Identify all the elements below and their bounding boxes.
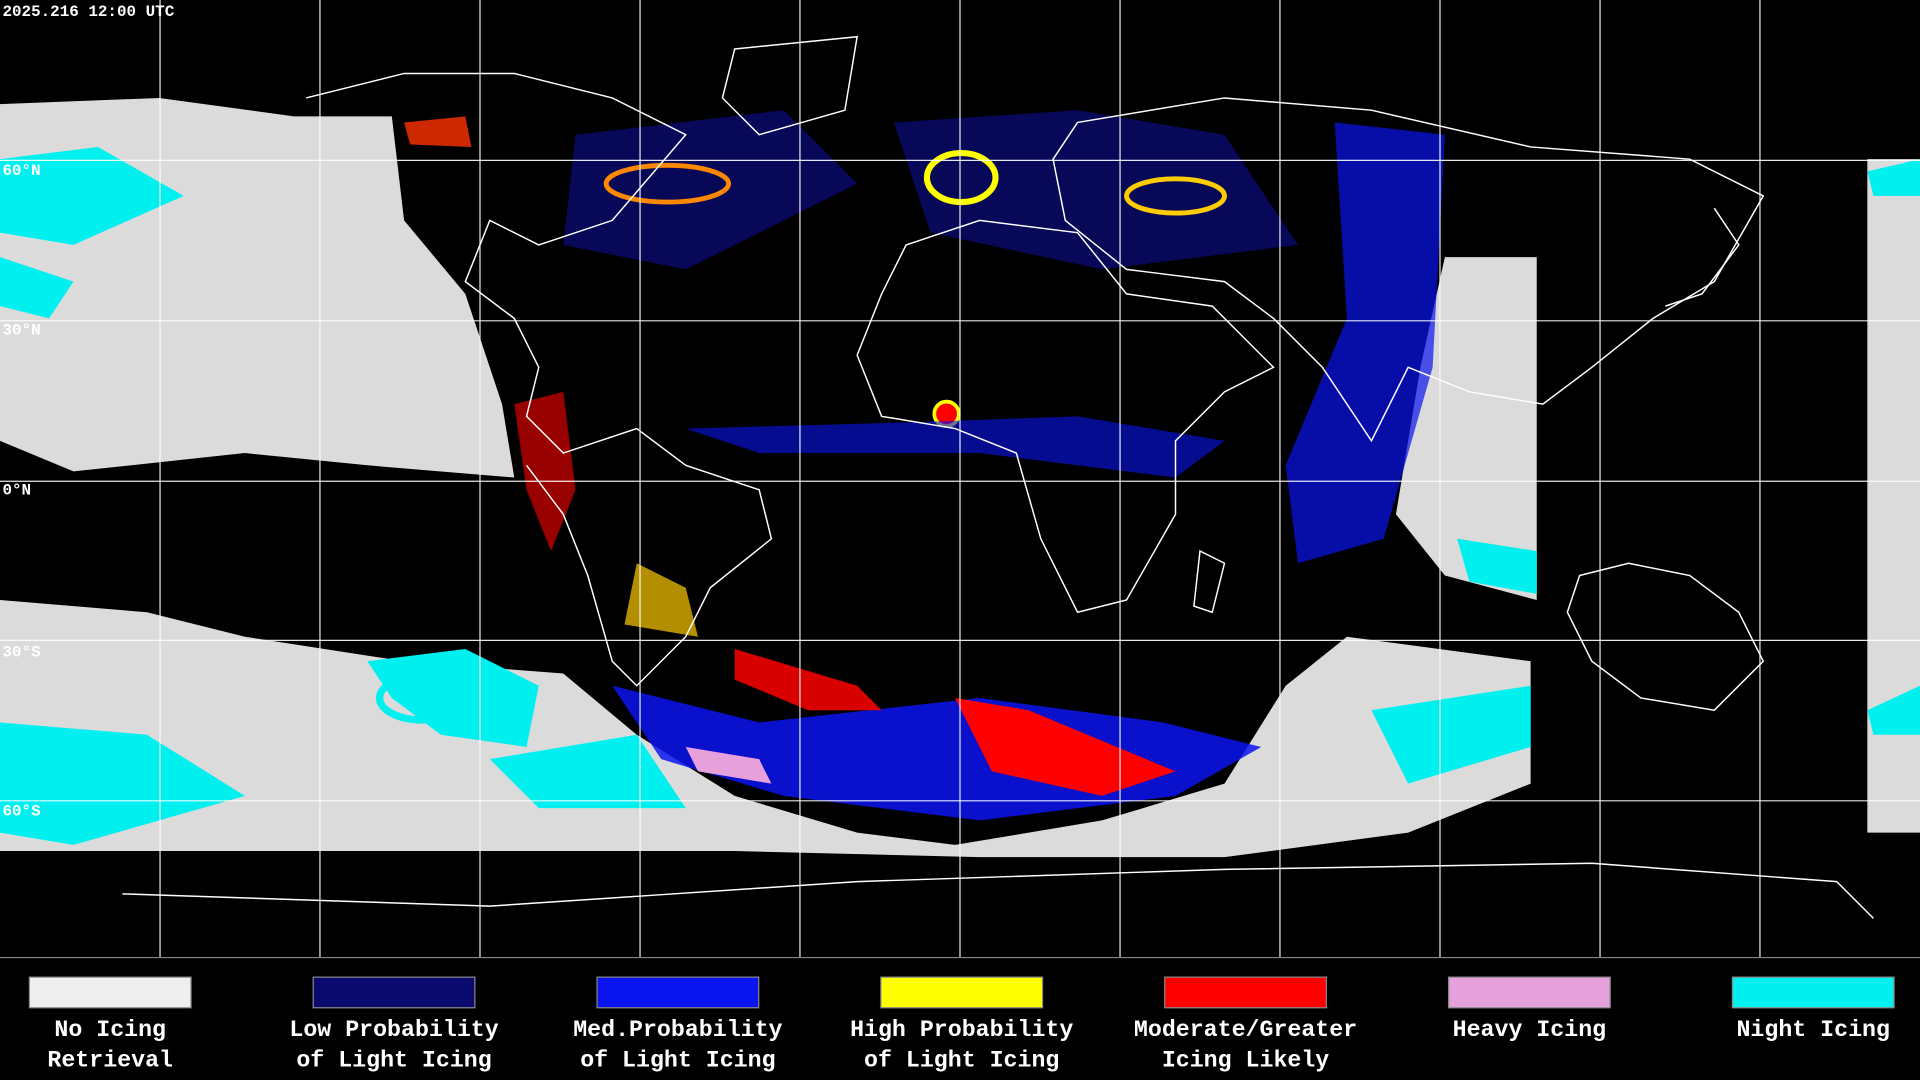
latitude-label: 60°N — [2, 162, 40, 180]
night-icing-area — [489, 734, 686, 809]
legend-label: of Light Icing — [864, 1048, 1059, 1074]
latitude-labels: 60°N 30°N 0°N 30°S 60°S — [2, 162, 41, 820]
night-icing-area — [0, 722, 245, 845]
legend-label: No Icing — [54, 1017, 166, 1043]
latitude-label: 30°N — [2, 321, 40, 339]
cloud-area — [1867, 159, 1920, 833]
night-icing-area — [1371, 685, 1531, 784]
night-icing-area — [0, 146, 184, 245]
legend: No Icing Retrieval Low Probability of Light… — [28, 976, 1895, 1074]
legend-swatch — [1447, 976, 1611, 1009]
legend-label: Heavy Icing — [1453, 1017, 1606, 1043]
map — [0, 0, 1920, 959]
night-icing-area — [375, 672, 469, 724]
legend-label: Icing Likely — [1162, 1048, 1329, 1074]
legend-label: Low Probability — [289, 1017, 498, 1043]
night-icing-area — [1457, 538, 1537, 594]
legend-swatch — [1731, 976, 1895, 1009]
legend-swatch — [880, 976, 1044, 1009]
legend-label: Retrieval — [47, 1048, 173, 1074]
legend-label: of Light Icing — [580, 1048, 775, 1074]
timestamp: 2025.216 12:00 UTC — [2, 3, 174, 21]
legend-label: Night Icing — [1736, 1017, 1889, 1043]
coastlines — [122, 35, 1874, 919]
legend-swatch — [312, 976, 476, 1009]
legend-label: of Light Icing — [296, 1048, 491, 1074]
latitude-label: 0°N — [2, 482, 31, 500]
legend-swatch — [28, 976, 192, 1009]
legend-label: High Probability — [850, 1017, 1073, 1043]
latitude-label: 30°S — [2, 643, 41, 661]
icing-detections — [404, 110, 1445, 821]
legend-swatch — [1164, 976, 1327, 1009]
latitude-label: 60°S — [2, 803, 41, 821]
graticule — [0, 0, 1920, 958]
night-icing-area — [0, 257, 74, 319]
legend-label: Med.Probability — [573, 1017, 782, 1043]
legend-label: Moderate/Greater — [1134, 1017, 1357, 1043]
legend-swatch — [596, 976, 760, 1009]
